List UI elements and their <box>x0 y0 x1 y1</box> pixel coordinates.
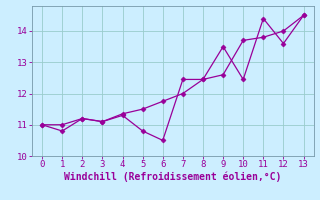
X-axis label: Windchill (Refroidissement éolien,°C): Windchill (Refroidissement éolien,°C) <box>64 172 282 182</box>
